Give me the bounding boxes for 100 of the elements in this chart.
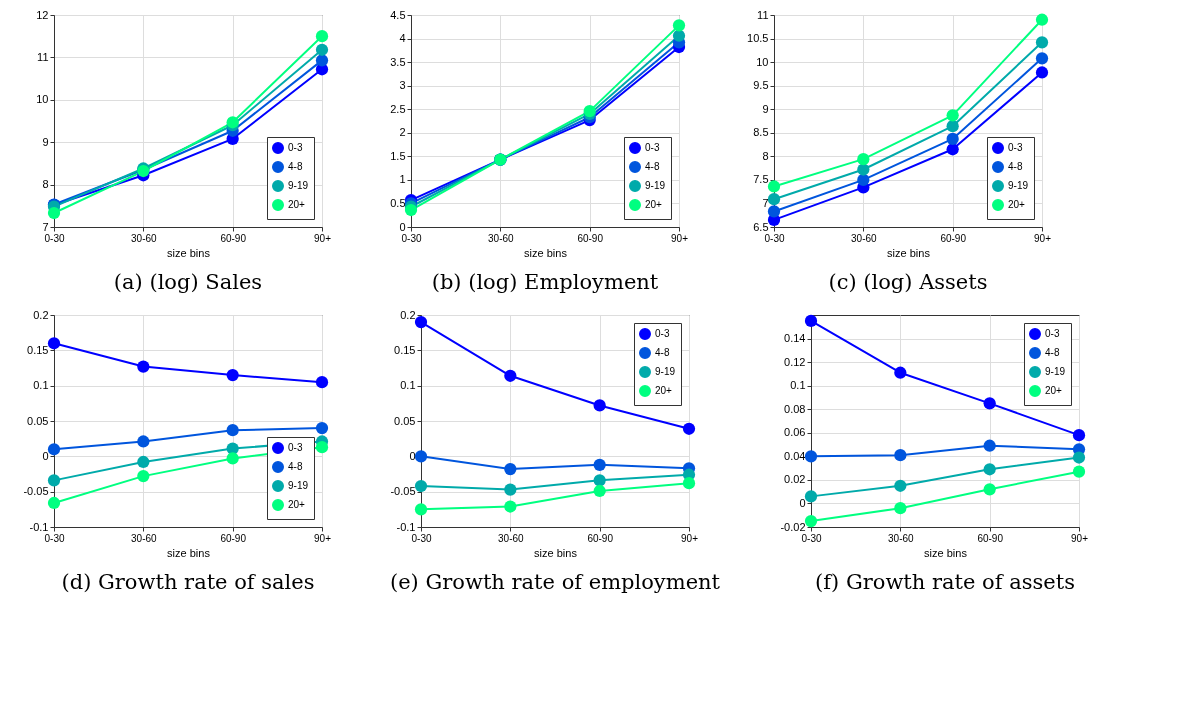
y-tick-label: 7 — [762, 196, 769, 209]
x-axis-title: size bins — [887, 246, 931, 259]
x-tick-label: 30-60 — [131, 232, 158, 244]
y-tick-label: 0.02 — [784, 473, 806, 486]
y-tick-label: 2 — [399, 126, 406, 139]
y-tick-label: 0 — [399, 220, 406, 233]
legend-label: 9-19 — [288, 480, 309, 491]
x-tick-label: 0-30 — [411, 532, 432, 544]
x-tick-label: 0-30 — [801, 532, 822, 544]
y-tick-label: 0.15 — [394, 343, 416, 356]
y-tick-label: 10.5 — [747, 32, 769, 45]
x-tick-label: 90+ — [314, 532, 332, 544]
y-tick-label: -0.05 — [23, 485, 49, 498]
y-tick-label: 0.05 — [27, 414, 49, 427]
x-tick-label: 90+ — [671, 232, 689, 244]
y-tick-label: 11 — [757, 8, 769, 21]
x-tick-label: 30-60 — [851, 232, 878, 244]
y-tick-label: 10 — [36, 93, 49, 106]
legend-label: 9-19 — [1045, 366, 1066, 377]
x-tick-label: 90+ — [1034, 232, 1052, 244]
legend-label: 9-19 — [288, 180, 309, 191]
x-tick-label: 90+ — [681, 532, 699, 544]
x-axis-title: size bins — [167, 246, 211, 259]
legend-label: 4-8 — [1008, 161, 1023, 172]
y-tick-label: 8 — [762, 149, 769, 162]
text: (a) (log) Sales — [113, 270, 263, 294]
text: (b) (log) Employment — [431, 270, 659, 294]
legend-label: 9-19 — [1008, 180, 1029, 191]
y-tick-label: 0.2 — [400, 308, 416, 321]
y-tick-label: 8.5 — [753, 126, 769, 139]
y-tick-label: 0 — [42, 449, 49, 462]
legend-label: 20+ — [645, 199, 663, 210]
x-tick-label: 0-30 — [401, 232, 422, 244]
x-axis-title: size bins — [524, 246, 568, 259]
y-tick-label: 11 — [37, 50, 49, 63]
legend-label: 9-19 — [655, 366, 676, 377]
text: (e) Growth rate of employment — [389, 570, 721, 594]
y-tick-label: 0.06 — [784, 426, 806, 439]
x-tick-label: 60-90 — [587, 532, 614, 544]
legend-label: 20+ — [288, 499, 306, 510]
x-tick-label: 90+ — [1071, 532, 1089, 544]
x-axis-title: size bins — [167, 546, 211, 559]
legend-label: 9-19 — [645, 180, 666, 191]
legend-label: 0-3 — [645, 142, 660, 153]
y-tick-label: 0.12 — [784, 355, 806, 368]
y-tick-label: 0.2 — [33, 308, 49, 321]
y-tick-label: 0.08 — [784, 402, 806, 415]
x-tick-label: 0-30 — [44, 532, 65, 544]
legend-label: 0-3 — [1045, 328, 1060, 339]
y-tick-label: 0.1 — [33, 379, 49, 392]
x-tick-label: 60-90 — [220, 532, 247, 544]
y-tick-label: 3 — [399, 79, 406, 92]
legend-label: 0-3 — [1008, 142, 1023, 153]
y-tick-label: 0.05 — [394, 414, 416, 427]
y-tick-label: 0 — [799, 496, 806, 509]
legend-label: 0-3 — [655, 328, 670, 339]
x-tick-label: 0-30 — [764, 232, 785, 244]
y-tick-label: 0.5 — [390, 196, 406, 209]
y-tick-label: -0.02 — [780, 520, 806, 533]
y-tick-label: 2.5 — [390, 102, 406, 115]
legend-label: 20+ — [1008, 199, 1026, 210]
y-tick-label: 12 — [36, 8, 49, 21]
x-tick-label: 90+ — [314, 232, 332, 244]
legend-label: 20+ — [288, 199, 306, 210]
legend-label: 0-3 — [288, 142, 303, 153]
y-tick-label: 7 — [42, 220, 49, 233]
y-tick-label: 6.5 — [753, 220, 769, 233]
y-tick-label: -0.1 — [396, 520, 416, 533]
y-tick-label: 10 — [756, 55, 769, 68]
legend-label: 4-8 — [655, 347, 670, 358]
y-tick-label: 0.15 — [27, 343, 49, 356]
x-tick-label: 0-30 — [44, 232, 65, 244]
legend-label: 4-8 — [288, 161, 303, 172]
y-tick-label: 9.5 — [753, 79, 769, 92]
x-tick-label: 30-60 — [498, 532, 525, 544]
y-tick-label: 8 — [42, 178, 49, 191]
text: (d) Growth rate of sales — [61, 570, 315, 594]
y-tick-label: 3.5 — [390, 55, 406, 68]
y-tick-label: -0.1 — [29, 520, 49, 533]
x-tick-label: 60-90 — [577, 232, 604, 244]
y-tick-label: 4.5 — [390, 8, 406, 21]
y-tick-label: 0 — [409, 449, 416, 462]
x-axis-title: size bins — [534, 546, 578, 559]
y-tick-label: 1 — [399, 173, 406, 186]
y-tick-label: 9 — [42, 135, 49, 148]
y-tick-label: 0.04 — [784, 449, 806, 462]
x-tick-label: 60-90 — [220, 232, 247, 244]
y-tick-label: 0.1 — [400, 379, 416, 392]
legend-label: 4-8 — [645, 161, 660, 172]
y-tick-label: 1.5 — [390, 149, 406, 162]
x-tick-label: 60-90 — [977, 532, 1004, 544]
text: (c) (log) Assets — [828, 270, 988, 294]
legend-label: 4-8 — [1045, 347, 1060, 358]
y-tick-label: 9 — [762, 102, 769, 115]
y-tick-label: -0.05 — [390, 485, 416, 498]
y-tick-label: 0.1 — [790, 379, 806, 392]
legend-label: 20+ — [655, 385, 673, 396]
x-tick-label: 60-90 — [940, 232, 967, 244]
legend-label: 0-3 — [288, 442, 303, 453]
y-tick-label: 4 — [399, 32, 406, 45]
